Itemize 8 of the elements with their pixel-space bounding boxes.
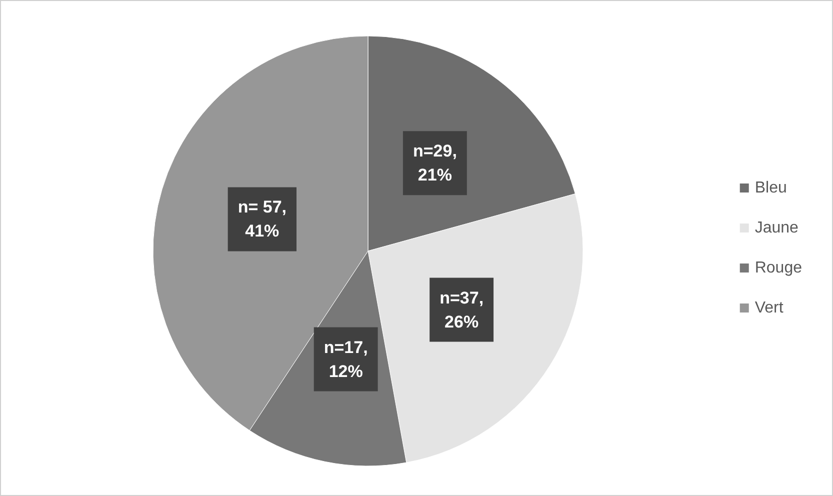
legend-label: Vert [754, 300, 784, 316]
legend-label: Rouge [754, 260, 802, 276]
data-label: n=37, 26% [440, 288, 484, 332]
data-label: n= 57, 41% [238, 198, 287, 241]
data-label: n=29, 21% [412, 142, 457, 185]
legend-label: Jaune [754, 220, 799, 236]
data-label: n=17, 12% [324, 338, 368, 381]
legend-label: Bleu [754, 180, 787, 196]
